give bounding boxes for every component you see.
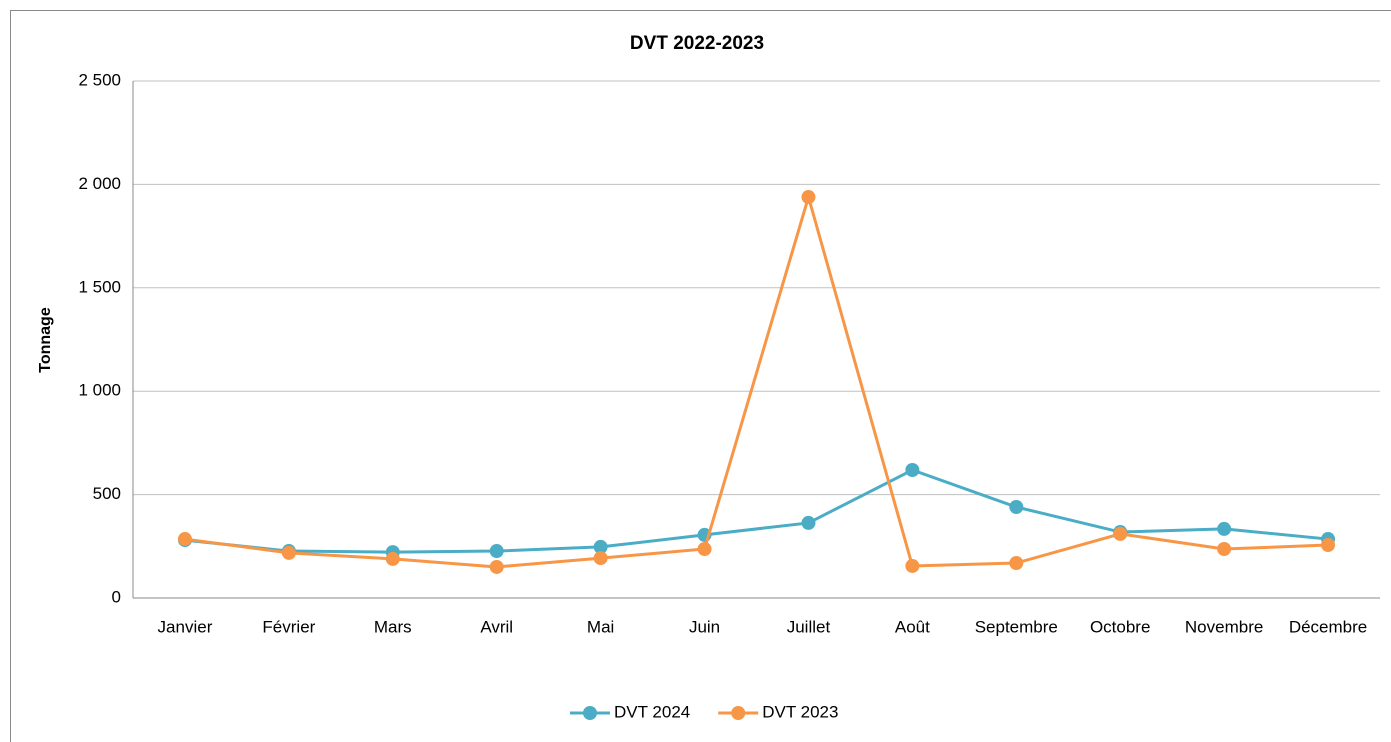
x-tick-label: Septembre [975,617,1058,636]
y-tick-label: 1 000 [78,381,121,400]
x-tick-label: Décembre [1289,617,1367,636]
marker [385,551,400,566]
marker [281,545,296,560]
x-tick-label: Novembre [1185,617,1263,636]
legend-label: DVT 2024 [614,702,690,721]
line [184,191,1329,569]
x-tick-label: Août [895,617,930,636]
line [184,468,1329,554]
y-tick-label: 1 500 [78,277,121,296]
marker [1009,500,1024,515]
chart-title: DVT 2022-2023 [630,33,764,54]
x-tick-label: Octobre [1090,617,1150,636]
marker [801,515,816,530]
y-tick-label: 500 [93,484,121,503]
y-tick-label: 0 [112,587,121,606]
marker [1113,526,1128,541]
x-tick-label: Avril [480,617,513,636]
marker [801,190,816,205]
legend-label: DVT 2023 [762,702,838,721]
chart-frame [10,10,1391,742]
x-tick-label: Janvier [158,617,213,636]
x-tick-label: Février [262,617,315,636]
marker [1321,538,1336,553]
marker [905,462,920,477]
marker [1217,521,1232,536]
marker [489,544,504,559]
legend-marker [731,706,746,720]
x-tick-label: Mai [587,617,614,636]
marker [489,559,504,574]
marker [177,532,192,547]
x-tick-label: Juin [689,617,720,636]
legend-marker [583,706,597,720]
y-axis-label: Tonnage [37,307,54,373]
y-tick-label: 2 000 [78,174,121,193]
marker [905,558,920,573]
marker [697,541,712,556]
marker [593,539,608,554]
y-tick-label: 2 500 [78,70,121,89]
marker [1217,541,1232,556]
marker [1009,556,1024,571]
marker [593,551,608,566]
x-tick-label: Mars [374,617,412,636]
x-tick-label: Juillet [787,617,831,636]
